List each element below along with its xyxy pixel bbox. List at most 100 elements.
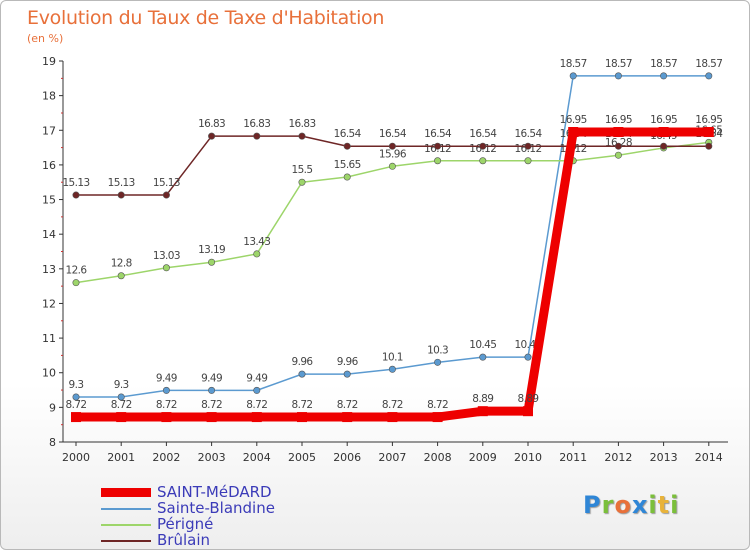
data-point bbox=[117, 191, 125, 199]
data-label: 16.83 bbox=[243, 118, 270, 130]
data-point bbox=[658, 127, 669, 138]
y-tick-label: 13 bbox=[42, 263, 56, 276]
data-label: 12.8 bbox=[111, 258, 132, 270]
y-tick-label: 14 bbox=[42, 228, 56, 241]
legend-swatch bbox=[101, 524, 151, 526]
x-tick-label: 2001 bbox=[107, 451, 135, 464]
x-tick-label: 2008 bbox=[424, 451, 452, 464]
x-tick-label: 2009 bbox=[469, 451, 497, 464]
data-point bbox=[524, 142, 532, 150]
data-label: 8.89 bbox=[518, 393, 539, 405]
chart-unit-label: (en %) bbox=[27, 32, 64, 45]
chart-legend: SAINT-MéDARD Sainte-Blandine Périgné Brûlai… bbox=[101, 483, 361, 549]
data-point bbox=[253, 132, 261, 140]
logo-letter: i bbox=[670, 491, 680, 519]
data-point bbox=[117, 393, 125, 401]
data-label: 18.57 bbox=[605, 58, 632, 70]
legend-item: Sainte-Blandine bbox=[101, 499, 361, 517]
data-label: 9.96 bbox=[292, 356, 314, 368]
data-label: 16.83 bbox=[198, 118, 225, 130]
legend-label: SAINT-MéDARD bbox=[157, 483, 272, 501]
data-label: 15.96 bbox=[379, 148, 407, 160]
data-label: 15.13 bbox=[108, 177, 135, 189]
y-tick-label: 9 bbox=[49, 401, 56, 414]
data-point bbox=[705, 72, 713, 80]
data-label: 9.49 bbox=[201, 372, 222, 384]
data-label: 8.72 bbox=[382, 399, 403, 411]
data-point bbox=[387, 412, 398, 423]
data-label: 18.57 bbox=[695, 58, 722, 70]
data-label: 15.65 bbox=[334, 159, 361, 171]
data-point bbox=[342, 412, 353, 423]
data-label: 8.72 bbox=[201, 399, 222, 411]
data-label: 8.72 bbox=[337, 399, 358, 411]
y-tick-label: 16 bbox=[42, 159, 56, 172]
logo-letter: r bbox=[601, 491, 615, 519]
data-label: 13.03 bbox=[153, 250, 180, 262]
data-point bbox=[479, 142, 487, 150]
data-point bbox=[298, 178, 306, 186]
data-point bbox=[297, 412, 307, 423]
proxiti-logo: Proxiti bbox=[583, 491, 679, 519]
y-tick-label: 19 bbox=[42, 55, 56, 68]
data-label: 18.57 bbox=[650, 58, 677, 70]
data-point bbox=[72, 279, 80, 287]
data-point bbox=[524, 157, 532, 165]
data-label: 10.45 bbox=[469, 339, 496, 351]
data-label: 8.72 bbox=[111, 399, 132, 411]
legend-swatch bbox=[101, 508, 151, 510]
x-tick-label: 2002 bbox=[152, 451, 180, 464]
logo-letter: t bbox=[657, 491, 671, 519]
data-point bbox=[614, 142, 622, 150]
data-label: 13.43 bbox=[243, 236, 270, 248]
data-point bbox=[251, 412, 262, 423]
x-tick-label: 2004 bbox=[243, 451, 271, 464]
data-point bbox=[479, 353, 487, 361]
x-tick-label: 2007 bbox=[378, 451, 406, 464]
data-point bbox=[116, 412, 127, 423]
data-label: 16.54 bbox=[424, 128, 452, 140]
data-label: 9.49 bbox=[246, 372, 267, 384]
data-point bbox=[434, 157, 442, 165]
x-tick-label: 2013 bbox=[650, 451, 678, 464]
data-label: 16.95 bbox=[650, 114, 677, 126]
y-tick-label: 12 bbox=[42, 297, 56, 310]
legend-label: Sainte-Blandine bbox=[157, 499, 275, 517]
data-label: 12.6 bbox=[66, 265, 88, 277]
data-label: 10.1 bbox=[382, 351, 403, 363]
chart-title: Evolution du Taux de Taxe d'Habitation bbox=[27, 7, 385, 29]
data-point bbox=[161, 412, 172, 423]
data-point bbox=[388, 142, 396, 150]
data-point bbox=[660, 72, 668, 80]
data-point bbox=[660, 142, 668, 150]
y-tick-label: 10 bbox=[42, 367, 56, 380]
data-point bbox=[208, 258, 216, 266]
data-point bbox=[705, 142, 713, 150]
legend-label: Périgné bbox=[157, 515, 214, 533]
x-tick-label: 2006 bbox=[333, 451, 361, 464]
data-label: 16.54 bbox=[514, 128, 542, 140]
data-label: 16.95 bbox=[560, 114, 587, 126]
data-point bbox=[432, 412, 443, 423]
data-point bbox=[298, 132, 306, 140]
data-point bbox=[569, 72, 577, 80]
data-label: 9.96 bbox=[337, 356, 359, 368]
data-label: 8.72 bbox=[66, 399, 87, 411]
data-label: 15.13 bbox=[153, 177, 180, 189]
data-point bbox=[343, 370, 351, 378]
data-point bbox=[388, 365, 396, 373]
data-label: 16.54 bbox=[379, 128, 407, 140]
legend-label: Brûlain bbox=[157, 531, 210, 549]
x-tick-label: 2012 bbox=[604, 451, 632, 464]
data-point bbox=[343, 173, 351, 181]
x-tick-label: 2011 bbox=[559, 451, 587, 464]
logo-letter: o bbox=[614, 491, 632, 519]
data-point bbox=[613, 127, 624, 138]
data-point bbox=[253, 386, 261, 394]
data-point bbox=[117, 272, 125, 280]
data-point bbox=[298, 370, 306, 378]
legend-swatch bbox=[101, 540, 151, 542]
data-label: 15.5 bbox=[292, 164, 313, 176]
